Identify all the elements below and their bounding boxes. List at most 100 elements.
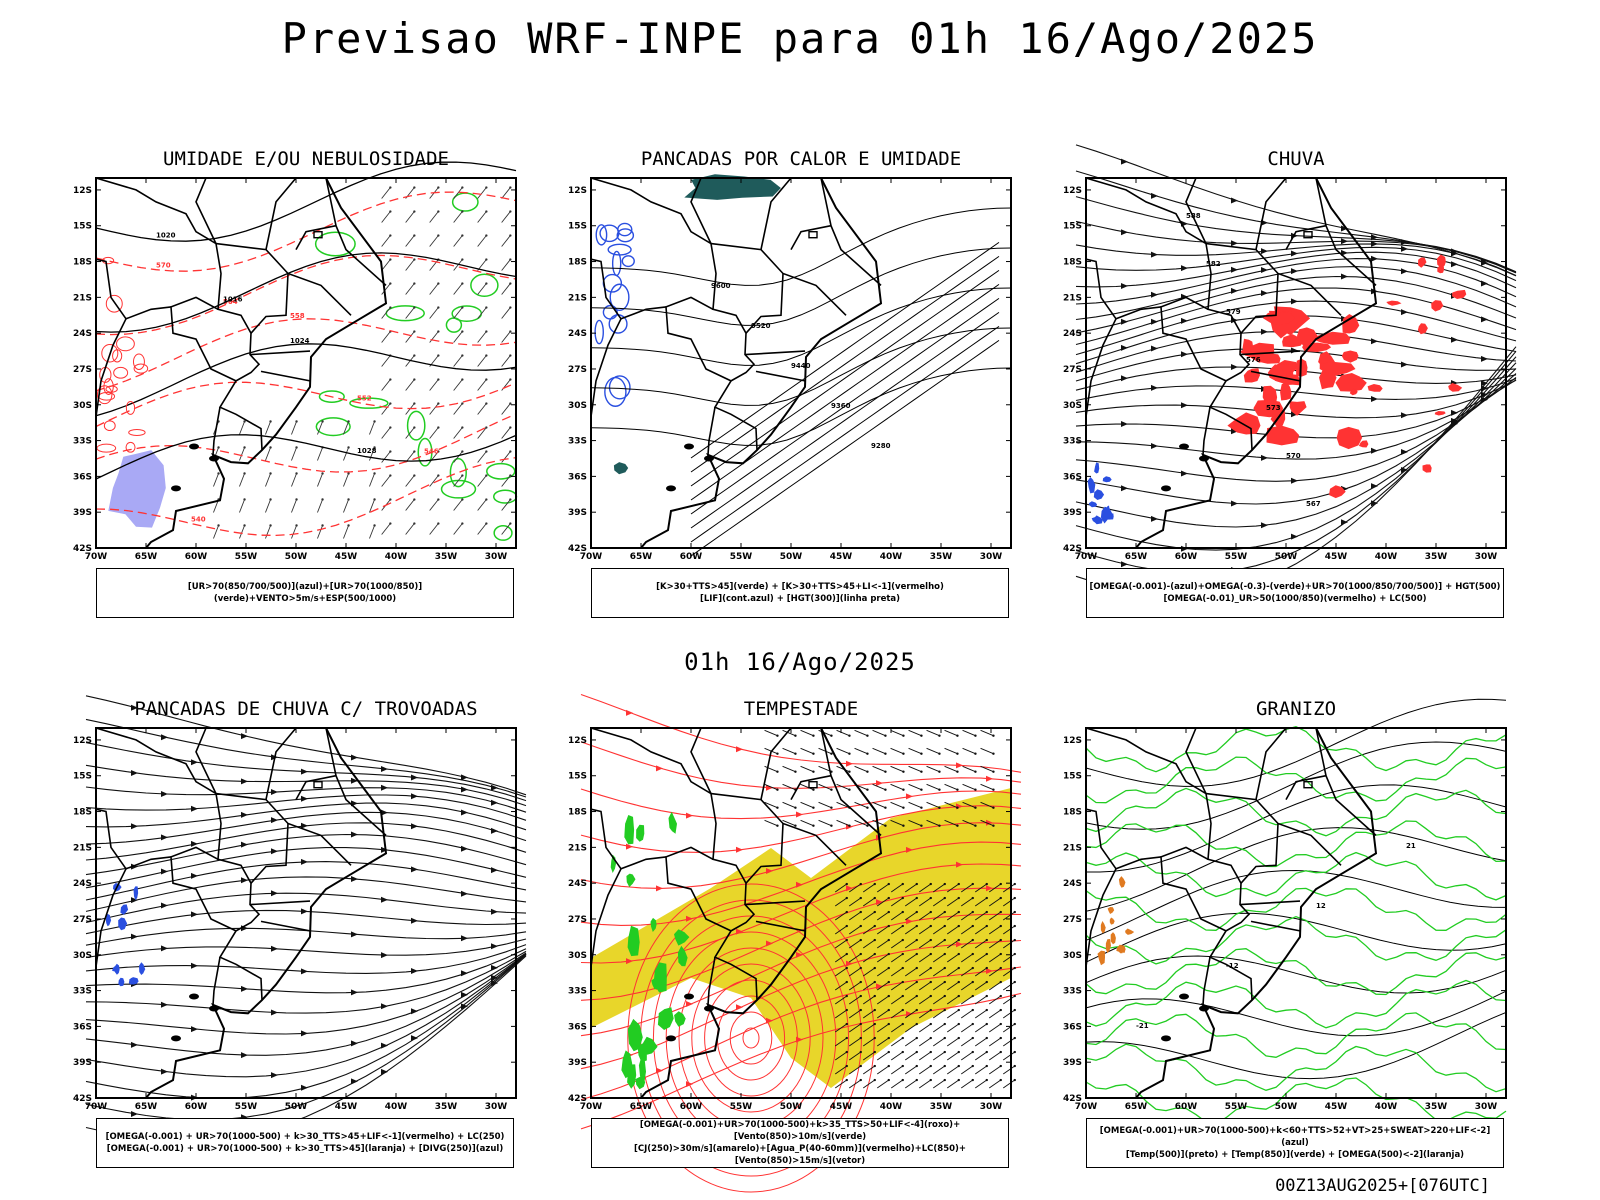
border-line xyxy=(295,774,337,800)
wind-vector-head xyxy=(812,752,815,755)
wind-vector xyxy=(932,1079,946,1089)
wind-vector-head xyxy=(413,474,416,477)
border-line xyxy=(95,727,263,1001)
wind-vector xyxy=(834,911,848,921)
streamline xyxy=(1075,331,1517,373)
wind-vector-head xyxy=(485,234,488,237)
hgt300-contour xyxy=(690,325,1000,543)
streamline-arrow xyxy=(191,911,198,918)
streamline-arrow xyxy=(491,974,498,981)
wind-vector xyxy=(477,235,487,247)
border-line xyxy=(820,177,882,286)
wind-vector-head xyxy=(413,306,416,309)
lat-label: 30S xyxy=(73,951,92,961)
wind-vector-head xyxy=(509,378,512,381)
andes-contour xyxy=(132,353,145,370)
streamline-arrow xyxy=(1451,409,1458,416)
rain-area-red xyxy=(1436,254,1446,268)
lon-label: 45W xyxy=(335,1102,358,1112)
wind-vector-head xyxy=(485,210,488,213)
wind-vector xyxy=(960,939,974,949)
wind-vector xyxy=(381,523,391,535)
wind-vector xyxy=(918,1079,932,1089)
wind-vector-head xyxy=(461,498,464,501)
wind-vector xyxy=(343,525,349,539)
wind-vector-head xyxy=(437,378,440,381)
streamline-arrow xyxy=(796,811,803,818)
wind-vector-head xyxy=(915,1050,918,1054)
wind-vector xyxy=(876,1023,890,1033)
border-line xyxy=(1250,920,1301,932)
wind-vector-head xyxy=(269,498,272,501)
wind-vector-head xyxy=(985,980,988,984)
wind-vector xyxy=(876,1009,890,1019)
wind-vector xyxy=(946,925,960,935)
humidity-contour-green xyxy=(349,397,389,409)
wind-vector-head xyxy=(295,446,298,449)
wind-vector-head xyxy=(485,258,488,261)
wind-vector xyxy=(1002,1065,1016,1075)
wind-vector-head xyxy=(887,994,890,998)
wind-vector xyxy=(764,783,778,791)
wind-vector-head xyxy=(887,966,890,970)
wind-vector xyxy=(960,1009,974,1019)
wind-vector-head xyxy=(413,210,416,213)
streamline-arrow xyxy=(766,1017,773,1024)
streamline-arrow xyxy=(1181,265,1188,272)
wind-vector-head xyxy=(461,234,464,237)
streamline-arrow xyxy=(271,890,278,897)
lat-label: 24S xyxy=(1063,879,1082,889)
lake xyxy=(684,993,694,1000)
wind-vector-head xyxy=(859,882,862,886)
wind-vector xyxy=(904,1065,918,1075)
wind-vector-head xyxy=(1013,1050,1016,1054)
streamline xyxy=(1075,144,1517,277)
streamline-arrow xyxy=(461,970,468,977)
wind-vector xyxy=(764,801,778,809)
lat-label: 33S xyxy=(568,987,587,997)
wind-vector-head xyxy=(957,896,960,900)
wind-vector xyxy=(501,427,511,439)
hgt300-contour xyxy=(690,269,1000,487)
wind-vector xyxy=(862,925,876,935)
streamline-arrow xyxy=(381,1068,388,1075)
wind-vector-head xyxy=(866,752,869,755)
wind-vector-head xyxy=(347,446,350,449)
wind-vector-head xyxy=(845,1022,848,1026)
wind-vector xyxy=(960,883,974,893)
hgt300-contour xyxy=(690,311,1000,529)
streamline-arrow xyxy=(1481,391,1488,398)
lon-label: 35W xyxy=(435,552,458,562)
wind-vector-head xyxy=(929,1078,932,1082)
temp850-contour xyxy=(1085,787,1507,837)
streamline-arrow xyxy=(1151,443,1158,449)
wind-vector-head xyxy=(859,1078,862,1082)
wind-vector xyxy=(962,747,976,755)
wind-vector xyxy=(477,187,487,199)
wind-vector xyxy=(890,967,904,977)
wind-vector-head xyxy=(901,896,904,900)
wind-vector-head xyxy=(929,1036,932,1040)
border-line xyxy=(1255,177,1287,250)
rain-area-blue xyxy=(1100,506,1113,524)
border-line xyxy=(1185,177,1207,244)
wind-vector-head xyxy=(915,994,918,998)
andes-contour xyxy=(116,336,135,352)
wind-vector xyxy=(764,765,778,773)
wind-vector xyxy=(862,897,876,907)
lat-label: 36S xyxy=(73,1022,92,1032)
wind-vector xyxy=(291,447,297,461)
wind-vector-head xyxy=(437,474,440,477)
streamline-arrow xyxy=(1371,396,1378,402)
lat-label: 18S xyxy=(568,258,587,268)
wind-vector-head xyxy=(884,824,887,827)
contour-label: 552 xyxy=(357,395,372,403)
streamline xyxy=(85,822,527,861)
streamline-arrow xyxy=(271,817,278,824)
lat-label: 27S xyxy=(73,915,92,925)
hgt300-contour xyxy=(690,241,1000,459)
wind-vector xyxy=(477,331,487,343)
temp850-contour xyxy=(1085,1077,1507,1125)
andes-contour xyxy=(125,401,136,415)
